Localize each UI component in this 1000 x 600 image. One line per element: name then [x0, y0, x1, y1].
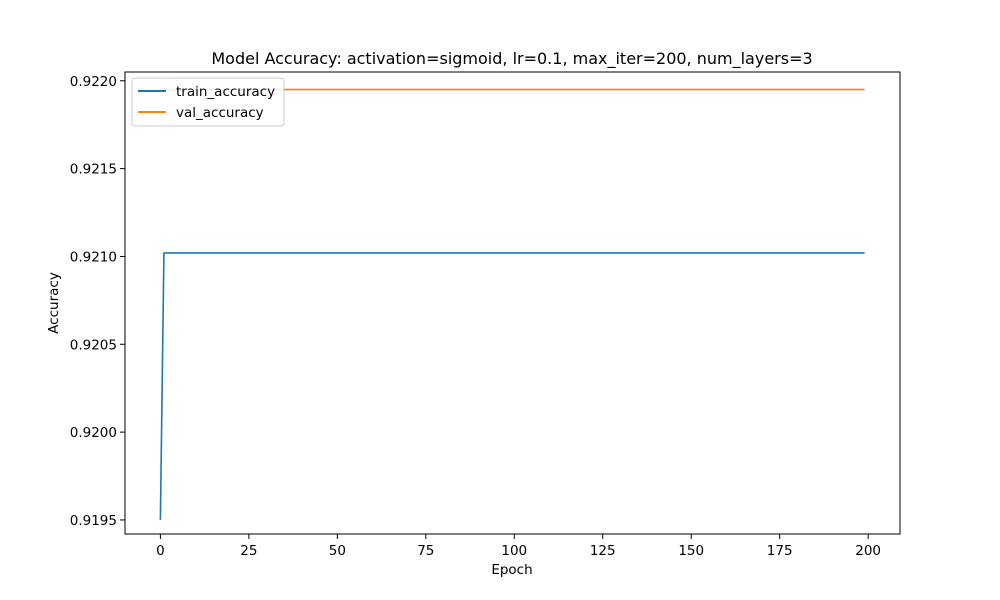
- y-tick-label: 0.9205: [70, 337, 117, 353]
- x-axis-label: Epoch: [491, 562, 532, 578]
- legend-label-val-accuracy: val_accuracy: [176, 105, 264, 121]
- x-tick-label: 175: [767, 543, 793, 559]
- legend-box: [131, 77, 285, 127]
- x-tick-label: 200: [855, 543, 881, 559]
- y-tick-label: 0.9200: [70, 425, 117, 441]
- plot-area: [125, 72, 900, 534]
- axes-frame: [124, 71, 901, 535]
- x-tick-label: 0: [156, 543, 165, 559]
- legend-label-train-accuracy: train_accuracy: [176, 84, 275, 100]
- x-tick-label: 125: [590, 543, 616, 559]
- plot-background: [125, 72, 900, 534]
- y-axis-label: Accuracy: [46, 272, 62, 334]
- y-tick-label: 0.9210: [70, 249, 117, 265]
- y-tick-label: 0.9220: [70, 74, 117, 90]
- plot-border: [124, 71, 901, 535]
- x-tick-label: 50: [329, 543, 346, 559]
- y-axis: 0.9195 0.9200 0.9205 0.9210 0.9215 0.9220: [70, 74, 125, 529]
- chart-title: Model Accuracy: activation=sigmoid, lr=0…: [211, 49, 812, 69]
- y-tick-label: 0.9215: [70, 162, 117, 178]
- legend: train_accuracy val_accuracy: [131, 77, 285, 127]
- y-tick-label: 0.9195: [70, 513, 117, 529]
- x-tick-label: 150: [678, 543, 704, 559]
- x-tick-label: 100: [501, 543, 527, 559]
- x-tick-label: 25: [240, 543, 257, 559]
- x-tick-label: 75: [417, 543, 434, 559]
- x-axis: 0 25 50 75 100 125 150 175 200: [156, 534, 881, 559]
- series-line-train-accuracy: [159, 252, 865, 520]
